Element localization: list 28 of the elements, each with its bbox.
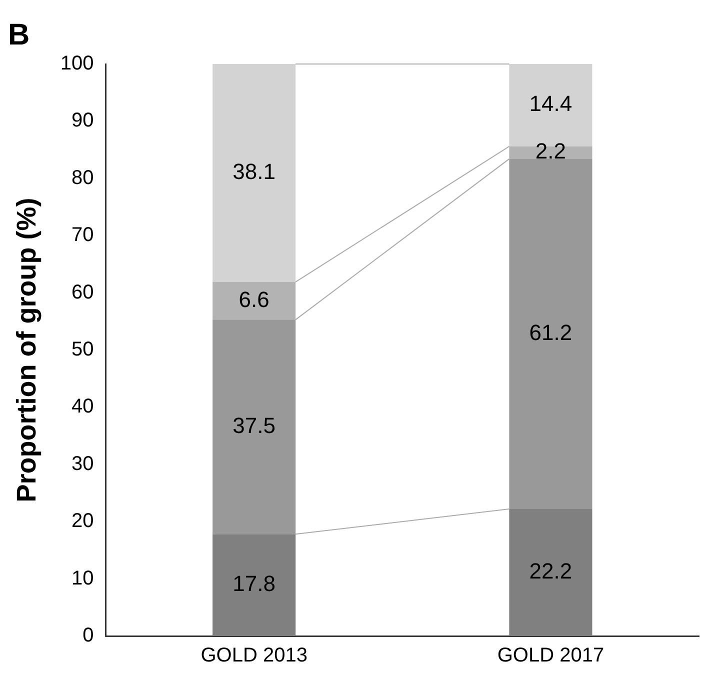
x-tick-label: GOLD 2017 — [497, 644, 604, 667]
y-tick-label: 90 — [72, 110, 94, 132]
data-label: 61.2 — [529, 320, 572, 346]
y-tick-label: 70 — [72, 224, 94, 246]
data-label: 6.6 — [238, 286, 270, 312]
data-label: 14.4 — [529, 91, 572, 116]
y-tick-label: 100 — [60, 52, 94, 75]
data-label: 17.8 — [232, 571, 276, 596]
y-tick-label: 10 — [72, 567, 94, 590]
y-tick-label: 50 — [72, 338, 94, 361]
y-tick-label: 40 — [72, 396, 94, 418]
data-label: 37.5 — [232, 412, 276, 438]
y-tick-label: 80 — [72, 166, 94, 189]
bar — [509, 509, 592, 636]
y-axis-title: Proportion of group (%) — [12, 198, 42, 502]
data-label: 38.1 — [232, 159, 276, 184]
y-tick-label: 0 — [82, 624, 94, 647]
y-tick-label: 20 — [72, 510, 94, 532]
bar — [509, 158, 592, 510]
bar — [212, 534, 296, 636]
bar — [212, 320, 296, 534]
data-label: 22.2 — [529, 558, 572, 584]
y-tick-label: 30 — [72, 452, 94, 475]
data-label: 2.2 — [535, 138, 566, 164]
x-tick-label: GOLD 2013 — [200, 644, 308, 667]
y-tick-label: 60 — [72, 281, 94, 304]
bar — [212, 64, 296, 282]
chart-title: B — [8, 18, 30, 52]
